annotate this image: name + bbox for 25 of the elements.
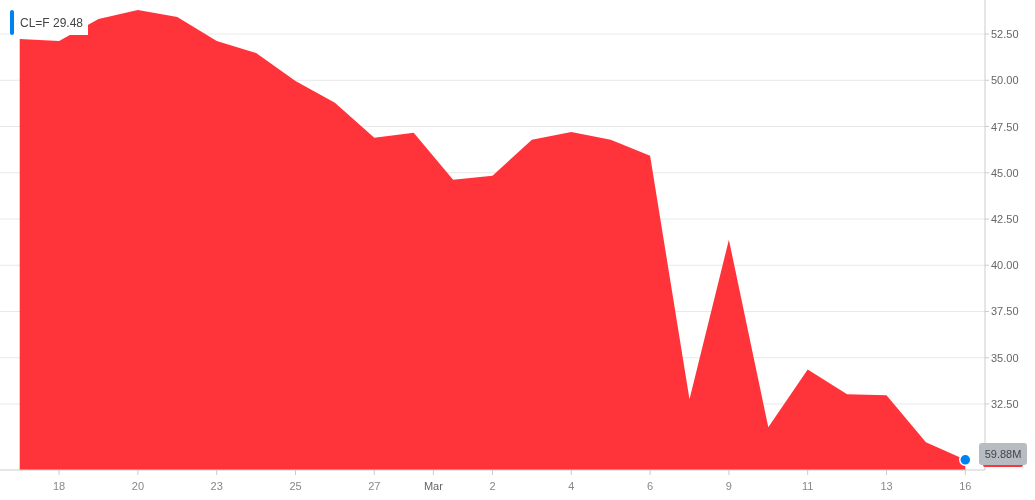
y-tick-label: 45.00 xyxy=(991,166,1019,179)
y-tick-label: 35.00 xyxy=(991,351,1019,364)
y-tick-label: 40.00 xyxy=(991,259,1019,272)
text: Mar xyxy=(423,480,444,492)
x-tick-label: 4 xyxy=(568,480,575,492)
x-tick-label: 2 xyxy=(489,480,496,492)
x-tick-label: 25 xyxy=(289,480,302,492)
x-tick-label: 18 xyxy=(52,480,66,492)
y-tick-label: 37.50 xyxy=(991,305,1019,318)
legend-label: CL=F xyxy=(20,16,50,30)
x-tick-label: 27 xyxy=(368,480,381,492)
y-tick-label: 52.50 xyxy=(991,28,1019,41)
x-tick-label: 16 xyxy=(959,480,972,492)
y-tick-label: 32.50 xyxy=(991,397,1019,410)
x-tick-label: 20 xyxy=(131,480,145,492)
x-tick-label: 13 xyxy=(880,480,893,492)
y-tick-label: 47.50 xyxy=(991,120,1019,133)
x-tick-label: 9 xyxy=(725,480,732,492)
x-tick-label: 23 xyxy=(210,480,223,492)
x-tick-label: 11 xyxy=(801,480,814,492)
annotation: 29.48 xyxy=(53,16,84,30)
y-tick-label: 42.50 xyxy=(991,213,1019,225)
y-tick-label: 50.00 xyxy=(991,74,1019,87)
annotation: 59.88M xyxy=(984,448,1022,460)
x-tick-label: 6 xyxy=(647,480,654,492)
